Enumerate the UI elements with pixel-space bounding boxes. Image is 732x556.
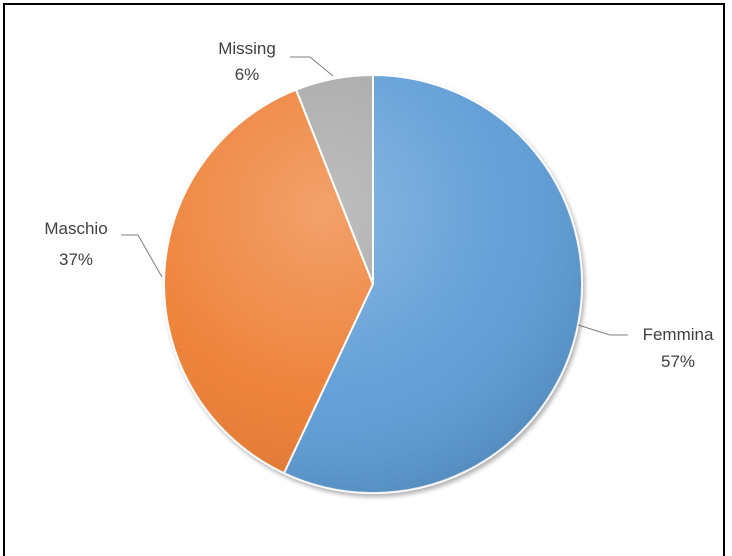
leader-line-femmina	[577, 324, 628, 336]
slice-value-maschio: 37%	[59, 250, 93, 269]
pie-slices	[163, 74, 583, 494]
slice-value-missing: 6%	[235, 65, 260, 84]
leader-line-maschio	[121, 234, 163, 278]
slice-value-femmina: 57%	[661, 352, 695, 371]
leader-line-missing	[290, 56, 334, 77]
slice-label-femmina: Femmina	[643, 325, 714, 344]
slice-label-missing: Missing	[218, 39, 276, 58]
slice-label-maschio: Maschio	[44, 219, 107, 238]
